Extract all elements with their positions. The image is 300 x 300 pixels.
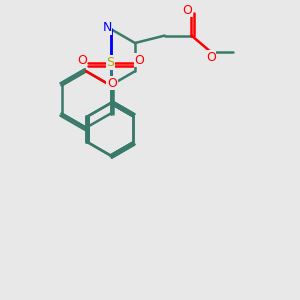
Text: N: N [102, 21, 112, 34]
Text: S: S [106, 56, 115, 69]
Text: O: O [206, 51, 216, 64]
Text: O: O [107, 77, 117, 90]
Text: O: O [134, 54, 144, 67]
Text: O: O [77, 54, 87, 67]
Text: O: O [182, 4, 192, 17]
